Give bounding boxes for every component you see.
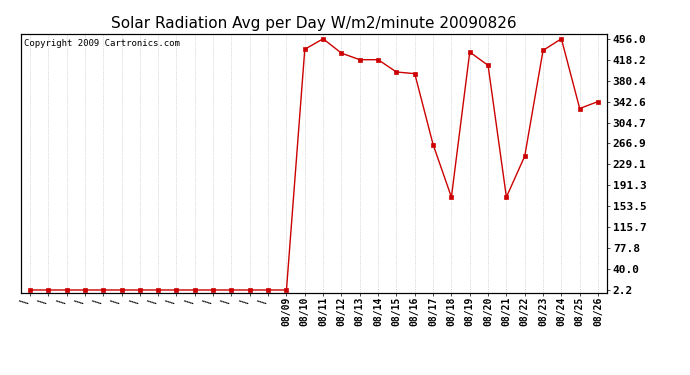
Text: Copyright 2009 Cartronics.com: Copyright 2009 Cartronics.com: [23, 39, 179, 48]
Title: Solar Radiation Avg per Day W/m2/minute 20090826: Solar Radiation Avg per Day W/m2/minute …: [111, 16, 517, 31]
